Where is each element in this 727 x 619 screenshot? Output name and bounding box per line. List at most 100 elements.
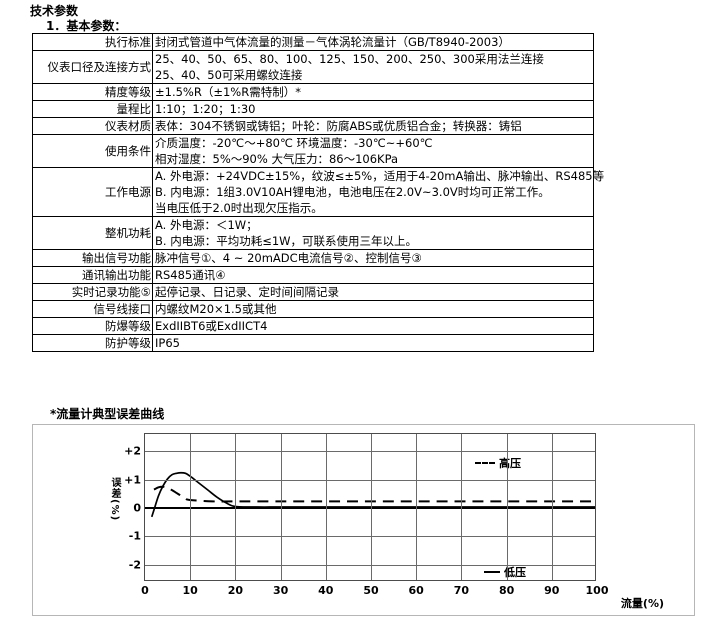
table-row: 通讯输出功能 RS485通讯④ bbox=[32, 266, 594, 284]
table-row: 信号线接口 内螺纹M20×1.5或其他 bbox=[32, 300, 594, 318]
spec-value: 表体：304不锈钢或铸铝；叶轮：防腐ABS或优质铝合金；转换器：铸铝 bbox=[152, 117, 594, 135]
section-subtitle: 1．基本参数： bbox=[46, 19, 127, 33]
table-row: 仪表口径及连接方式 25、40、50、65、80、100、125、150、200、… bbox=[32, 50, 594, 84]
chart-gridline-vertical bbox=[461, 434, 463, 580]
table-row: 防爆等级 ExdIIBT6或ExdIICT4 bbox=[32, 317, 594, 335]
chart-x-tick-label: 70 bbox=[453, 584, 470, 597]
chart-y-axis-label: 误差(%) bbox=[109, 477, 120, 522]
legend-swatch-solid-icon bbox=[484, 570, 500, 573]
chart-legend-low-pressure: 低压 bbox=[484, 564, 526, 580]
table-row: 执行标准 封闭式管道中气体流量的测量－气体涡轮流量计（GB/T8940-2003） bbox=[32, 33, 594, 51]
table-row: 实时记录功能⑤ 起停记录、日记录、定时间间隔记录 bbox=[32, 283, 594, 301]
spec-value: 25、40、50、65、80、100、125、150、200、250、300采用… bbox=[152, 50, 594, 84]
chart-gridline-vertical bbox=[280, 434, 282, 580]
chart-gridline-horizontal bbox=[145, 451, 595, 453]
spec-value-line: 1:10；1:20；1:30 bbox=[155, 102, 256, 116]
table-row: 量程比 1:10；1:20；1:30 bbox=[32, 100, 594, 118]
chart-x-tick-label: 0 bbox=[141, 584, 149, 597]
spec-value-line: RS485通讯④ bbox=[155, 268, 226, 282]
spec-value-line: 封闭式管道中气体流量的测量－气体涡轮流量计（GB/T8940-2003） bbox=[155, 35, 510, 49]
table-row: 防护等级 IP65 bbox=[32, 334, 594, 352]
spec-value-line: IP65 bbox=[155, 336, 180, 350]
spec-label: 精度等级 bbox=[32, 83, 153, 101]
spec-label: 仪表材质 bbox=[32, 117, 153, 135]
chart-x-tick-label: 90 bbox=[544, 584, 560, 597]
table-row: 工作电源 A. 外电源：+24VDC±15%，纹波≤±5%，适用于4-20mA输出… bbox=[32, 167, 605, 217]
chart-x-tick-label: 40 bbox=[318, 584, 334, 597]
spec-label: 执行标准 bbox=[32, 33, 153, 51]
chart-gridline-vertical bbox=[190, 434, 192, 580]
chart-x-tick-label: 20 bbox=[227, 584, 244, 597]
spec-label: 仪表口径及连接方式 bbox=[32, 50, 153, 84]
spec-value-line: B. 内电源：平均功耗≤1W，可联系使用三年以上。 bbox=[155, 234, 418, 248]
chart-series-high-pressure bbox=[153, 485, 595, 503]
spec-value: A. 外电源：+24VDC±15%，纹波≤±5%，适用于4-20mA输出、脉冲输… bbox=[152, 167, 605, 217]
spec-value-line: 相对湿度：5%～90% 大气压力：86～106KPa bbox=[155, 152, 399, 166]
chart-y-tick-label: 0 bbox=[133, 501, 141, 515]
chart-x-tick-label: 80 bbox=[498, 584, 515, 597]
spec-value-line: ±1.5%R（±1%R需特制）* bbox=[155, 85, 301, 99]
spec-value-line: 表体：304不锈钢或铸铝；叶轮：防腐ABS或优质铝合金；转换器：铸铝 bbox=[155, 119, 522, 133]
spec-value: 起停记录、日记录、定时间间隔记录 bbox=[152, 283, 594, 301]
legend-label: 低压 bbox=[504, 565, 526, 579]
spec-label: 通讯输出功能 bbox=[32, 266, 153, 284]
spec-value-line: 脉冲信号①、4 ~ 20mADC电流信号②、控制信号③ bbox=[155, 251, 422, 265]
spec-value-line: 内螺纹M20×1.5或其他 bbox=[155, 302, 277, 316]
error-curve-chart: 误差(%) 流量(%) 高压 低压 +2 +1 0 -1 -2 0 10 20 30 40 50 60… bbox=[32, 424, 695, 616]
table-row: 整机功耗 A. 外电源：＜1W； B. 内电源：平均功耗≤1W，可联系使用三年以上。 bbox=[32, 216, 594, 250]
table-row: 精度等级 ±1.5%R（±1%R需特制）* bbox=[32, 83, 594, 101]
spec-label: 防护等级 bbox=[32, 334, 153, 352]
spec-label: 实时记录功能⑤ bbox=[32, 283, 153, 301]
chart-legend-high-pressure: 高压 bbox=[474, 455, 521, 471]
spec-value: IP65 bbox=[152, 334, 594, 352]
spec-label: 量程比 bbox=[32, 100, 153, 118]
spec-value-line: 当电压低于2.0时出现欠压指示。 bbox=[155, 201, 323, 215]
spec-value: ExdIIBT6或ExdIICT4 bbox=[152, 317, 594, 335]
spec-value: 1:10；1:20；1:30 bbox=[152, 100, 594, 118]
spec-value: 内螺纹M20×1.5或其他 bbox=[152, 300, 594, 318]
chart-x-axis-label: 流量(%) bbox=[620, 597, 664, 610]
chart-gridline-horizontal bbox=[145, 536, 595, 538]
spec-value-line: B. 内电源：1组3.0V10AH锂电池，电池电压在2.0V~3.0V时均可正常… bbox=[155, 185, 550, 199]
chart-gridline-vertical bbox=[325, 434, 327, 580]
chart-x-tick-label: 10 bbox=[182, 584, 198, 597]
chart-gridline-vertical bbox=[371, 434, 372, 580]
chart-zero-axis-line bbox=[145, 507, 595, 509]
spec-label: 整机功耗 bbox=[32, 216, 153, 250]
chart-title: *流量计典型误差曲线 bbox=[50, 407, 165, 421]
spec-value: RS485通讯④ bbox=[152, 266, 594, 284]
chart-x-tick-label: 100 bbox=[585, 584, 609, 597]
chart-gridline-horizontal bbox=[145, 564, 595, 566]
table-row: 使用条件 介质温度：-20℃～+80℃ 环境温度：-30℃~+60℃ 相对湿度：5%… bbox=[32, 134, 594, 168]
table-row: 仪表材质 表体：304不锈钢或铸铝；叶轮：防腐ABS或优质铝合金；转换器：铸铝 bbox=[32, 117, 594, 135]
chart-gridline-vertical bbox=[506, 434, 508, 580]
spec-value: ±1.5%R（±1%R需特制）* bbox=[152, 83, 594, 101]
spec-value-line: 起停记录、日记录、定时间间隔记录 bbox=[155, 285, 339, 299]
spec-label: 防爆等级 bbox=[32, 317, 153, 335]
spec-value: 介质温度：-20℃～+80℃ 环境温度：-30℃~+60℃ 相对湿度：5%～90%… bbox=[152, 134, 594, 168]
spec-label: 使用条件 bbox=[32, 134, 153, 168]
spec-value-line: A. 外电源：＜1W； bbox=[155, 218, 258, 232]
chart-x-tick-label: 50 bbox=[363, 584, 379, 597]
spec-value-line: 25、40、50可采用螺纹连接 bbox=[155, 68, 303, 82]
spec-value-line: A. 外电源：+24VDC±15%，纹波≤±5%，适用于4-20mA输出、脉冲输… bbox=[155, 169, 605, 183]
legend-label: 高压 bbox=[498, 456, 521, 470]
page-title: 技术参数 bbox=[30, 4, 79, 18]
spec-value: 脉冲信号①、4 ~ 20mADC电流信号②、控制信号③ bbox=[152, 249, 594, 267]
chart-gridline-vertical bbox=[551, 434, 553, 580]
spec-label: 工作电源 bbox=[32, 167, 153, 217]
legend-swatch-dashed-icon bbox=[474, 461, 495, 464]
chart-plot-area: 高压 低压 +2 +1 0 -1 -2 0 10 20 30 40 50 60 70 80 90 100 bbox=[124, 433, 608, 597]
chart-y-tick-label: -2 bbox=[128, 558, 141, 572]
chart-gridline-vertical bbox=[416, 434, 418, 580]
chart-gridline-horizontal bbox=[145, 479, 595, 481]
chart-x-tick-label: 30 bbox=[272, 584, 289, 597]
spec-label: 输出信号功能 bbox=[32, 249, 153, 267]
table-row: 输出信号功能 脉冲信号①、4 ~ 20mADC电流信号②、控制信号③ bbox=[32, 249, 594, 267]
spec-label: 信号线接口 bbox=[32, 300, 153, 318]
chart-gridline-vertical bbox=[235, 434, 237, 580]
spec-value-line: 介质温度：-20℃～+80℃ 环境温度：-30℃~+60℃ bbox=[155, 136, 433, 150]
spec-value-line: ExdIIBT6或ExdIICT4 bbox=[155, 319, 268, 333]
spec-value: A. 外电源：＜1W； B. 内电源：平均功耗≤1W，可联系使用三年以上。 bbox=[152, 216, 594, 250]
